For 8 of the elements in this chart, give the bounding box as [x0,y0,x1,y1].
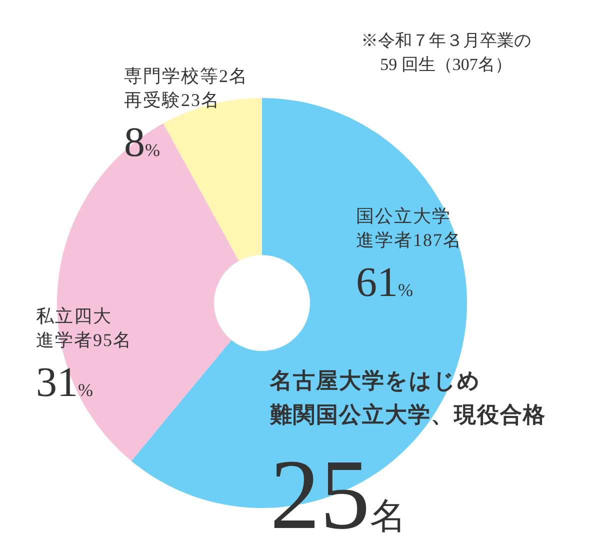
text: ※令和７年３月卒業の59 回生（307名） [361,31,531,74]
data-label: 8% [124,120,160,166]
slice-label: 専門学校等2名再受験23名 [124,66,248,110]
data-label: 31% [36,360,93,406]
text: 名古屋大学をはじめ難関国公立大学、現役合格 [269,368,546,427]
data-label: 61% [356,260,413,306]
slice-label: 国公立大学進学者187名 [356,206,462,250]
slice-label: 私立四大進学者95名 [36,306,132,350]
